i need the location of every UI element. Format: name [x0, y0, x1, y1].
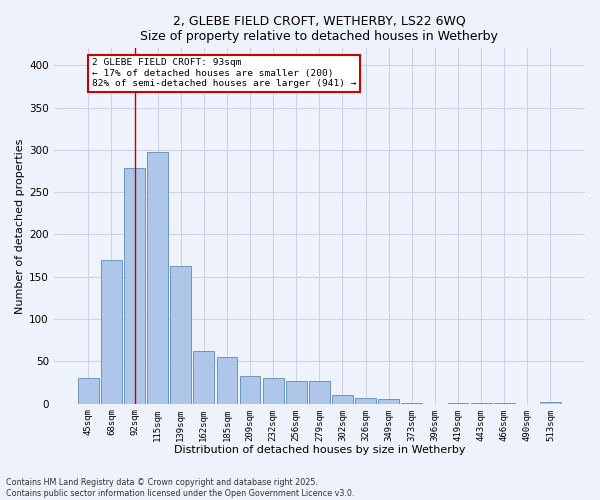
Bar: [471, 403, 491, 404]
X-axis label: Distribution of detached houses by size in Wetherby: Distribution of detached houses by size …: [173, 445, 465, 455]
Bar: [540, 402, 561, 404]
Bar: [494, 403, 515, 404]
Bar: [217, 357, 238, 404]
Bar: [193, 352, 214, 404]
Text: Contains HM Land Registry data © Crown copyright and database right 2025.
Contai: Contains HM Land Registry data © Crown c…: [6, 478, 355, 498]
Bar: [78, 378, 99, 404]
Bar: [355, 398, 376, 404]
Bar: [263, 378, 284, 404]
Bar: [239, 376, 260, 404]
Bar: [401, 403, 422, 404]
Bar: [124, 168, 145, 404]
Bar: [332, 396, 353, 404]
Bar: [379, 400, 399, 404]
Bar: [147, 152, 168, 404]
Bar: [286, 381, 307, 404]
Title: 2, GLEBE FIELD CROFT, WETHERBY, LS22 6WQ
Size of property relative to detached h: 2, GLEBE FIELD CROFT, WETHERBY, LS22 6WQ…: [140, 15, 499, 43]
Bar: [101, 260, 122, 404]
Bar: [448, 403, 469, 404]
Y-axis label: Number of detached properties: Number of detached properties: [15, 138, 25, 314]
Text: 2 GLEBE FIELD CROFT: 93sqm
← 17% of detached houses are smaller (200)
82% of sem: 2 GLEBE FIELD CROFT: 93sqm ← 17% of deta…: [92, 58, 356, 88]
Bar: [170, 266, 191, 404]
Bar: [309, 381, 330, 404]
